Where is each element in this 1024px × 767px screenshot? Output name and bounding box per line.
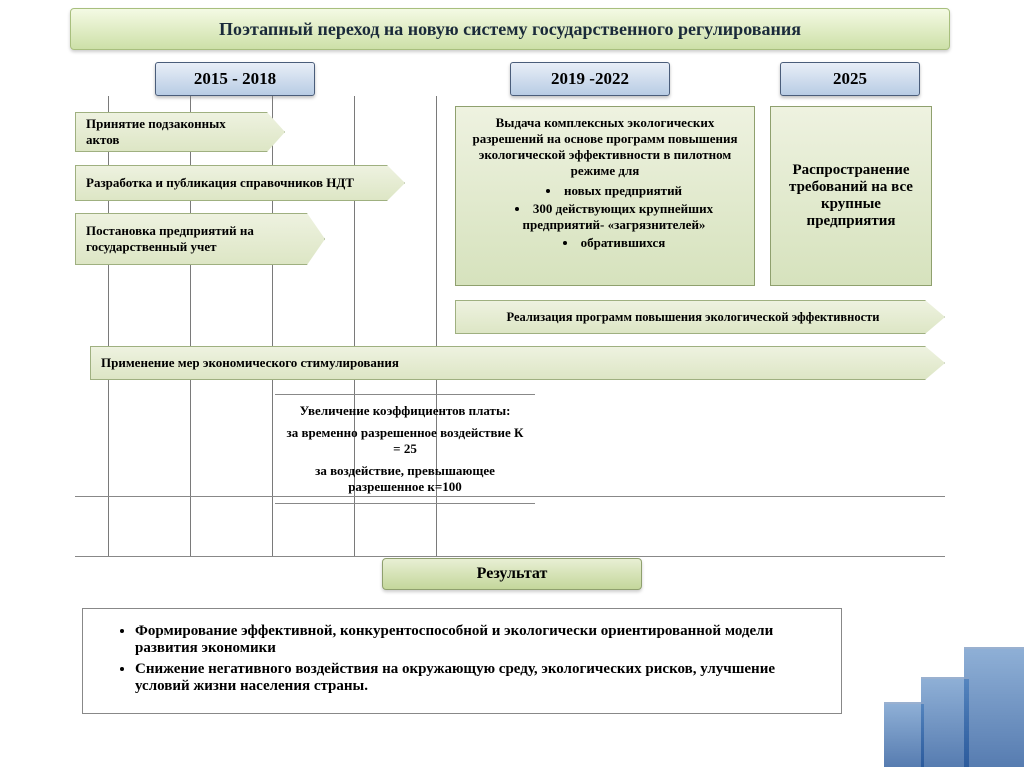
result-item: Формирование эффективной, конкурентоспос… (135, 623, 821, 657)
phase1-act1: Принятие подзаконных актов (75, 112, 285, 152)
phase3-box: Распространение требований на все крупны… (770, 106, 932, 286)
phase3-text: Распространение требований на все крупны… (779, 162, 923, 230)
phase1-act2: Разработка и публикация справочников НДТ (75, 165, 405, 201)
phase2-box: Выдача комплексных экологических разреше… (455, 106, 755, 286)
result-box: Формирование эффективной, конкурентоспос… (82, 608, 842, 714)
divider (75, 556, 945, 557)
coeff-line1: Увеличение коэффициентов платы: (283, 403, 527, 419)
result-item: Снижение негативного воздействия на окру… (135, 661, 821, 695)
coeff-box: Увеличение коэффициентов платы: за време… (275, 394, 535, 504)
bar-realization: Реализация программ повышения экологичес… (455, 300, 945, 334)
period-tab-3: 2025 (780, 62, 920, 96)
period-tab-2: 2019 -2022 (510, 62, 670, 96)
phase2-bullet: обратившихся (482, 235, 746, 251)
coeff-line3: за воздействие, превышающее разрешенное … (283, 463, 527, 495)
page-title: Поэтапный переход на новую систему госуд… (70, 8, 950, 50)
period-tab-1: 2015 - 2018 (155, 62, 315, 96)
divider (75, 496, 945, 497)
decoration-buildings (844, 637, 1024, 767)
phase2-bullet: новых предприятий (482, 183, 746, 199)
phase1-act3: Постановка предприятий на государственны… (75, 213, 325, 265)
coeff-line2: за временно разрешенное воздействие К = … (283, 425, 527, 457)
phase2-bullet: 300 действующих крупнейших предприятий- … (482, 201, 746, 233)
phase2-header: Выдача комплексных экологических разреше… (464, 115, 746, 179)
result-label: Результат (382, 558, 642, 590)
bar-stimulation: Применение мер экономического стимулиров… (90, 346, 945, 380)
